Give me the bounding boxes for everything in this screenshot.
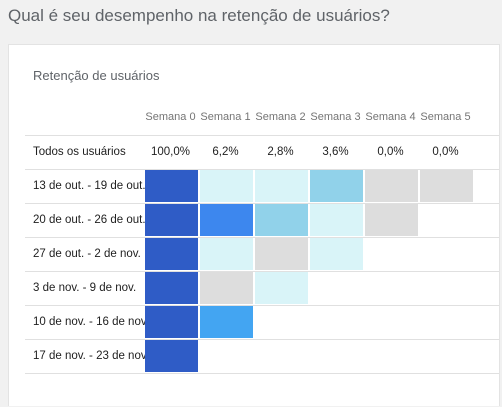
row-divider bbox=[25, 339, 499, 340]
retention-card: Retenção de usuários Semana 0 Semana 1 S… bbox=[8, 44, 500, 406]
cohort-label: 13 de out. - 19 de out. bbox=[33, 180, 146, 192]
cohort-label: 10 de nov. - 16 de nov. bbox=[33, 316, 149, 328]
all-users-value: 3,6% bbox=[322, 146, 349, 158]
all-users-value: 6,2% bbox=[212, 146, 239, 158]
cohort-row: 3 de nov. - 9 de nov. bbox=[9, 271, 499, 305]
column-header-week-4: Semana 4 bbox=[365, 111, 416, 123]
row-divider bbox=[25, 271, 499, 272]
cohort-label: 20 de out. - 26 de out. bbox=[33, 214, 146, 226]
column-header-week-1: Semana 1 bbox=[200, 111, 251, 123]
column-header-week-0: Semana 0 bbox=[145, 111, 196, 123]
all-users-row: Todos os usuários 100,0% 6,2% 2,8% 3,6% … bbox=[9, 135, 499, 169]
cohort-row: 10 de nov. - 16 de nov. bbox=[9, 305, 499, 339]
week-header-row: Semana 0 Semana 1 Semana 2 Semana 3 Sema… bbox=[143, 111, 501, 129]
all-users-value: 0,0% bbox=[377, 146, 404, 158]
all-users-value: 100,0% bbox=[150, 146, 190, 158]
cohort-label: 3 de nov. - 9 de nov. bbox=[33, 282, 137, 294]
card-title: Retenção de usuários bbox=[33, 68, 160, 83]
header-divider bbox=[25, 135, 499, 136]
page-question: Qual é seu desempenho na retenção de usu… bbox=[8, 6, 390, 25]
row-divider bbox=[25, 169, 499, 170]
all-users-label: Todos os usuários bbox=[33, 146, 126, 158]
row-divider bbox=[25, 373, 499, 374]
cohort-row: 13 de out. - 19 de out. bbox=[9, 169, 499, 203]
cohort-label: 27 de out. - 2 de nov. bbox=[33, 248, 141, 260]
row-divider bbox=[25, 305, 499, 306]
cohort-row: 17 de nov. - 23 de nov. bbox=[9, 339, 499, 373]
cohort-row: 20 de out. - 26 de out. bbox=[9, 203, 499, 237]
row-divider bbox=[25, 203, 499, 204]
column-header-week-3: Semana 3 bbox=[310, 111, 361, 123]
cohort-row: 27 de out. - 2 de nov. bbox=[9, 237, 499, 271]
column-header-week-2: Semana 2 bbox=[255, 111, 306, 123]
all-users-value: 2,8% bbox=[267, 146, 294, 158]
all-users-value: 0,0% bbox=[432, 146, 459, 158]
column-header-week-5: Semana 5 bbox=[420, 111, 471, 123]
cohort-label: 17 de nov. - 23 de nov. bbox=[33, 350, 149, 362]
row-divider bbox=[25, 237, 499, 238]
